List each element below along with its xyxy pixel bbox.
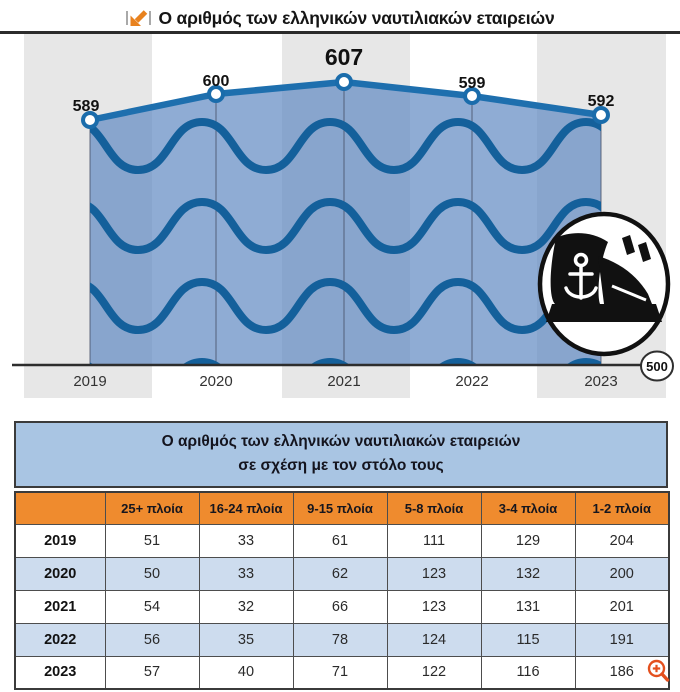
table-cell: 201 (574, 589, 670, 624)
year-label: 2022 (455, 373, 488, 390)
table-title-line1: Ο αριθμός των ελληνικών ναυτιλιακών εται… (161, 433, 521, 450)
table-cell: 56 (104, 622, 200, 657)
header-divider (0, 31, 680, 34)
anchor-icon (564, 252, 598, 300)
table-cell: 50 (104, 556, 200, 591)
area-fill (90, 82, 601, 365)
table-row: 2019 51 33 61 111 129 204 (14, 523, 670, 558)
table-cell: 33 (198, 523, 294, 558)
table-cell: 131 (480, 589, 576, 624)
row-year-cell: 2019 (14, 523, 106, 558)
page-title: Ο αριθμός των ελληνικών ναυτιλιακών εται… (158, 7, 555, 28)
table-cell: 123 (386, 556, 482, 591)
table-cell: 54 (104, 589, 200, 624)
table-cell: 132 (480, 556, 576, 591)
table-cell: 32 (198, 589, 294, 624)
data-point-marker (592, 106, 610, 124)
data-point-marker (463, 87, 481, 105)
chart-header: Ο αριθμός των ελληνικών ναυτιλιακών εται… (0, 0, 680, 31)
column-header: 25+ πλοία (104, 491, 200, 525)
table-cell: 204 (574, 523, 670, 558)
year-label: 2020 (199, 373, 232, 390)
table-row: 2021 54 32 66 123 131 201 (14, 589, 670, 624)
table-cell: 123 (386, 589, 482, 624)
value-label: 600 (203, 73, 230, 90)
table-cell: 191 (574, 622, 670, 657)
data-point-markers (81, 73, 610, 129)
year-label: 2019 (73, 373, 106, 390)
fleet-table-body: 2019 51 33 61 111 129 204 2020 50 33 62 123 132 200 20… (14, 523, 670, 690)
baseline-badge: 500 (640, 350, 674, 382)
table-cell: 40 (198, 655, 294, 690)
table-cell: 51 (104, 523, 200, 558)
row-year-cell: 2023 (14, 655, 106, 690)
table-cell: 57 (104, 655, 200, 690)
table-title: Ο αριθμός των ελληνικών ναυτιλιακών εται… (14, 421, 668, 488)
table-cell: 116 (480, 655, 576, 690)
column-header: 3-4 πλοία (480, 491, 576, 525)
value-label-emphasized: 607 (325, 44, 363, 70)
fleet-table: 25+ πλοία 16-24 πλοία 9-15 πλοία 5-8 πλο… (14, 491, 670, 690)
table-cell: 115 (480, 622, 576, 657)
column-header: 9-15 πλοία (292, 491, 388, 525)
row-year-cell: 2021 (14, 589, 106, 624)
year-label: 2021 (327, 373, 360, 390)
table-cell: 61 (292, 523, 388, 558)
table-cell: 33 (198, 556, 294, 591)
column-header (14, 491, 106, 525)
column-header: 1-2 πλοία (574, 491, 670, 525)
table-cell: 129 (480, 523, 576, 558)
value-label: 592 (588, 93, 615, 110)
ship-icon (537, 211, 671, 357)
table-cell: 66 (292, 589, 388, 624)
table-row: 2020 50 33 62 123 132 200 (14, 556, 670, 591)
table-cell: 111 (386, 523, 482, 558)
table-cell: 200 (574, 556, 670, 591)
data-point-marker (335, 73, 353, 91)
row-year-cell: 2022 (14, 622, 106, 657)
fleet-area-chart: 589 600 607 599 592 2019 2020 2021 2022 … (12, 34, 674, 398)
table-cell: 122 (386, 655, 482, 690)
zoom-in-icon[interactable] (646, 658, 672, 686)
table-title-line2: σε σχέση με τον στόλο τους (238, 457, 444, 474)
data-point-marker (81, 111, 99, 129)
column-header: 5-8 πλοία (386, 491, 482, 525)
year-label: 2023 (584, 373, 617, 390)
value-label: 599 (459, 75, 486, 92)
data-point-marker (207, 85, 225, 103)
value-label: 589 (73, 98, 100, 115)
column-header: 16-24 πλοία (198, 491, 294, 525)
table-row: 2022 56 35 78 124 115 191 (14, 622, 670, 657)
table-cell: 124 (386, 622, 482, 657)
wave-decoration (90, 117, 601, 365)
table-header-row: 25+ πλοία 16-24 πλοία 9-15 πλοία 5-8 πλο… (14, 491, 670, 525)
fleet-table-section: Ο αριθμός των ελληνικών ναυτιλιακών εται… (14, 421, 670, 690)
table-cell: 62 (292, 556, 388, 591)
table-cell: 35 (198, 622, 294, 657)
baseline-badge-label: 500 (646, 359, 668, 374)
table-row: 2023 57 40 71 122 116 186 (14, 655, 670, 690)
row-year-cell: 2020 (14, 556, 106, 591)
table-cell: 71 (292, 655, 388, 690)
table-cell: 78 (292, 622, 388, 657)
arrow-down-left-icon (126, 10, 152, 26)
